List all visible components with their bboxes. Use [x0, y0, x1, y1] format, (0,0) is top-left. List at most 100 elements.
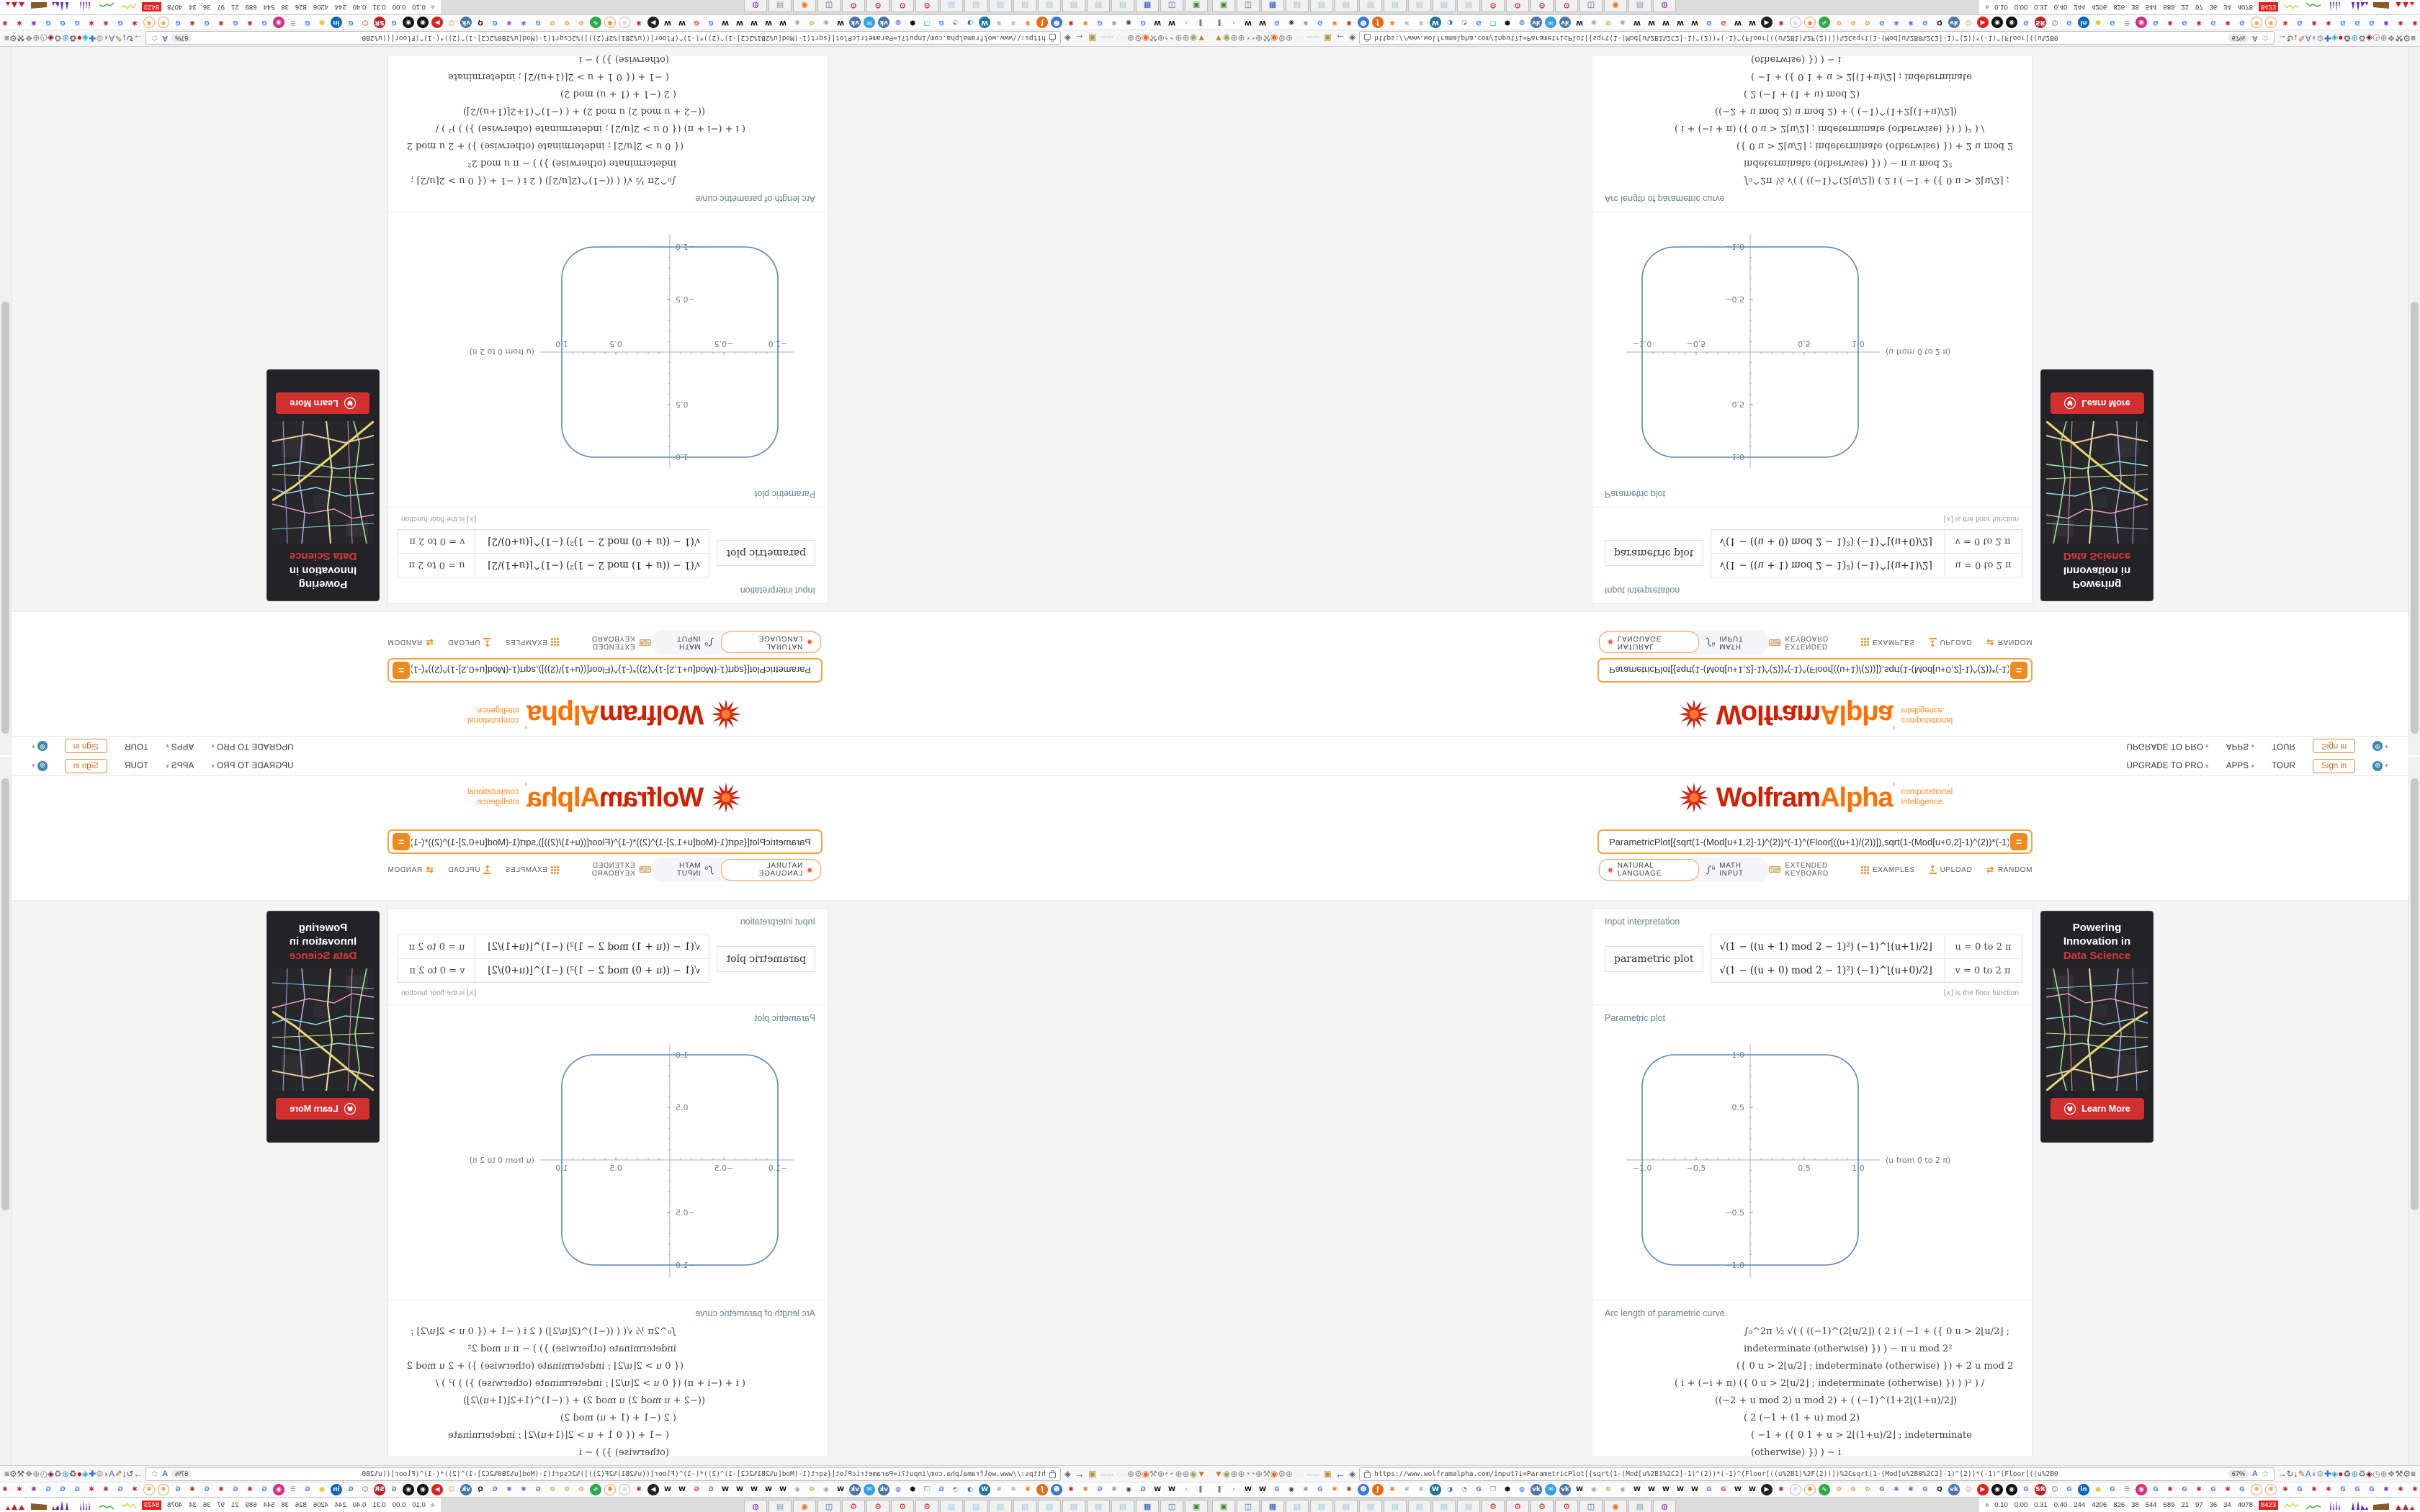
toolbar-extension-icon[interactable]: ⊕: [1255, 1469, 1263, 1479]
toolbar-extension-icon[interactable]: ⊕: [1175, 1469, 1183, 1479]
bookmark-icon[interactable]: ✱: [1790, 17, 1801, 28]
query-input[interactable]: [1608, 664, 2010, 677]
bookmark-icon[interactable]: ✱: [1010, 1485, 1016, 1493]
bookmark-icon[interactable]: G: [694, 1485, 699, 1493]
bookmark-icon[interactable]: ✱: [2, 1485, 8, 1493]
bookmark-icon[interactable]: G: [305, 1485, 310, 1493]
bookmark-icon[interactable]: ◔: [953, 1485, 959, 1493]
bookmark-icon[interactable]: W: [1662, 19, 1670, 27]
bookmark-icon[interactable]: ◉: [1620, 19, 1626, 27]
browser-tab[interactable]: ◉: [793, 1499, 816, 1512]
bookmark-icon[interactable]: G: [391, 1485, 397, 1493]
toolbar-action-icon[interactable]: ↓: [122, 33, 127, 43]
bookmark-icon[interactable]: ◉: [2006, 17, 2017, 28]
toolbar-action-icon[interactable]: A: [2305, 1469, 2311, 1479]
browser-tab[interactable]: ▦: [1261, 1499, 1284, 1512]
toolbar-action-icon[interactable]: ♻: [2358, 1469, 2366, 1479]
bookmark-icon[interactable]: W: [1576, 19, 1583, 27]
sidebar-ad[interactable]: Powering Innovation in Data Science: [266, 369, 380, 601]
bookmark-icon[interactable]: G: [708, 19, 714, 27]
bookmark-icon[interactable]: ◉: [417, 1484, 429, 1495]
bookmark-icon[interactable]: ✉: [1545, 17, 1556, 28]
toolbar-action-icon[interactable]: ↓: [122, 1469, 127, 1479]
toolbar-action-icon[interactable]: ⊕: [2380, 1469, 2388, 1479]
bookmark-icon[interactable]: ◉: [273, 17, 284, 28]
random-button[interactable]: ⇄ RANDOM: [1986, 637, 2033, 647]
bookmark-icon[interactable]: ⚙: [808, 1485, 815, 1493]
zoom-level-badge[interactable]: 67%: [2228, 34, 2249, 42]
nav-apps[interactable]: APPS▾: [166, 761, 194, 770]
bookmark-icon[interactable]: ∿: [590, 1484, 601, 1495]
bookmark-icon[interactable]: ✱: [1332, 1485, 1337, 1493]
browser-tab[interactable]: ◉: [793, 0, 816, 13]
bookmark-icon[interactable]: Q: [478, 19, 483, 27]
query-bar[interactable]: =: [1597, 829, 2033, 854]
bookmark-icon[interactable]: ✱: [2412, 19, 2418, 27]
toolbar-action-icon[interactable]: ↻: [126, 1469, 134, 1479]
natural-language-button[interactable]: NATURAL LANGUAGE: [1599, 631, 1700, 653]
toolbar-action-icon[interactable]: ✎: [115, 1469, 122, 1479]
bookmark-icon[interactable]: G: [1879, 1485, 1885, 1493]
browser-tab[interactable]: ▦: [1261, 0, 1284, 13]
bookmark-icon[interactable]: ✱: [2225, 1485, 2231, 1493]
bookmark-star-icon[interactable]: ☆: [2261, 33, 2269, 43]
bookmark-icon[interactable]: G: [305, 19, 310, 27]
bookmark-icon[interactable]: G: [2066, 19, 2072, 27]
toolbar-action-icon[interactable]: ◖: [104, 1469, 109, 1479]
toolbar-extension-icon[interactable]: ◌: [1298, 33, 1304, 43]
nav-upgrade-to-pro[interactable]: UPGRADE TO PRO▾: [211, 742, 294, 751]
browser-tab[interactable]: ◫: [817, 0, 841, 13]
bookmark-icon[interactable]: ✱: [1418, 19, 1424, 27]
toolbar-action-icon[interactable]: ◈: [47, 33, 55, 43]
bookmark-icon[interactable]: ◉: [1289, 1485, 1294, 1493]
bookmark-icon[interactable]: G: [348, 1485, 354, 1493]
folder-icon[interactable]: ▣: [1323, 33, 1332, 43]
bookmark-icon[interactable]: ⚙: [1864, 1485, 1871, 1493]
browser-tab[interactable]: ⚙: [866, 0, 889, 13]
toolbar-extension-icon[interactable]: ◔: [1250, 33, 1255, 43]
bookmark-icon[interactable]: G: [60, 19, 66, 27]
bookmark-icon[interactable]: ∥: [1198, 1485, 1203, 1493]
bookmark-icon[interactable]: ☰: [290, 1485, 297, 1493]
bookmark-icon[interactable]: W: [722, 19, 729, 27]
browser-tab[interactable]: ◫: [1160, 1499, 1183, 1512]
bookmark-icon[interactable]: ◉: [1991, 17, 2003, 28]
toolbar-action-icon[interactable]: ⊕: [61, 1469, 69, 1479]
shield-icon[interactable]: ◈: [1064, 33, 1072, 43]
toolbar-action-icon[interactable]: ♻: [2343, 33, 2352, 43]
bookmark-icon[interactable]: G: [2023, 1485, 2029, 1493]
bookmark-icon[interactable]: vk: [460, 17, 472, 28]
bookmark-icon[interactable]: ✱: [1804, 17, 1816, 28]
bookmark-icon[interactable]: G: [2210, 1485, 2216, 1493]
bookmark-icon[interactable]: ▶: [431, 17, 443, 28]
bookmark-icon[interactable]: G: [1097, 19, 1103, 27]
toolbar-action-icon[interactable]: ⚒: [2395, 33, 2403, 43]
bookmark-star-icon[interactable]: ☆: [2261, 1469, 2269, 1479]
bookmark-icon[interactable]: ✱: [143, 1484, 155, 1495]
sidebar-ad[interactable]: Powering Innovation in Data Science: [2040, 369, 2154, 601]
browser-tab[interactable]: ▤: [1111, 0, 1134, 13]
random-button[interactable]: ⇄ RANDOM: [387, 637, 434, 647]
toolbar-action-icon[interactable]: ✚: [89, 33, 97, 43]
bookmark-icon[interactable]: ▶: [647, 1484, 659, 1495]
math-input-button[interactable]: ∫ᵟ MATH INPUT: [676, 634, 714, 650]
bookmark-icon[interactable]: W: [1648, 1485, 1655, 1493]
bookmark-icon[interactable]: W: [750, 1485, 758, 1493]
learn-more-button[interactable]: Learn More: [276, 1098, 370, 1120]
bookmark-icon[interactable]: G: [535, 1485, 541, 1493]
bookmark-icon[interactable]: ✱: [17, 19, 22, 27]
toolbar-action-icon[interactable]: ●: [76, 33, 82, 43]
bookmark-icon[interactable]: ◉: [403, 17, 414, 28]
toolbar-action-icon[interactable]: ♻: [68, 1469, 77, 1479]
bookmark-icon[interactable]: G: [348, 19, 354, 27]
bookmark-icon[interactable]: G: [2369, 1485, 2375, 1493]
bookmark-icon[interactable]: ✱: [2311, 19, 2317, 27]
toolbar-extension-icon[interactable]: ⊕: [1157, 33, 1165, 43]
bookmark-icon[interactable]: ✱: [1083, 1485, 1088, 1493]
toolbar-extension-icon[interactable]: ◉: [1270, 1469, 1278, 1479]
toolbar-extension-icon[interactable]: ◉: [1222, 1469, 1231, 1479]
bookmark-icon[interactable]: W: [736, 19, 743, 27]
browser-tab[interactable]: ◫: [817, 1499, 841, 1512]
toolbar-action-icon[interactable]: ✚: [89, 1469, 97, 1479]
toolbar-extension-icon[interactable]: ◉: [1189, 1469, 1198, 1479]
